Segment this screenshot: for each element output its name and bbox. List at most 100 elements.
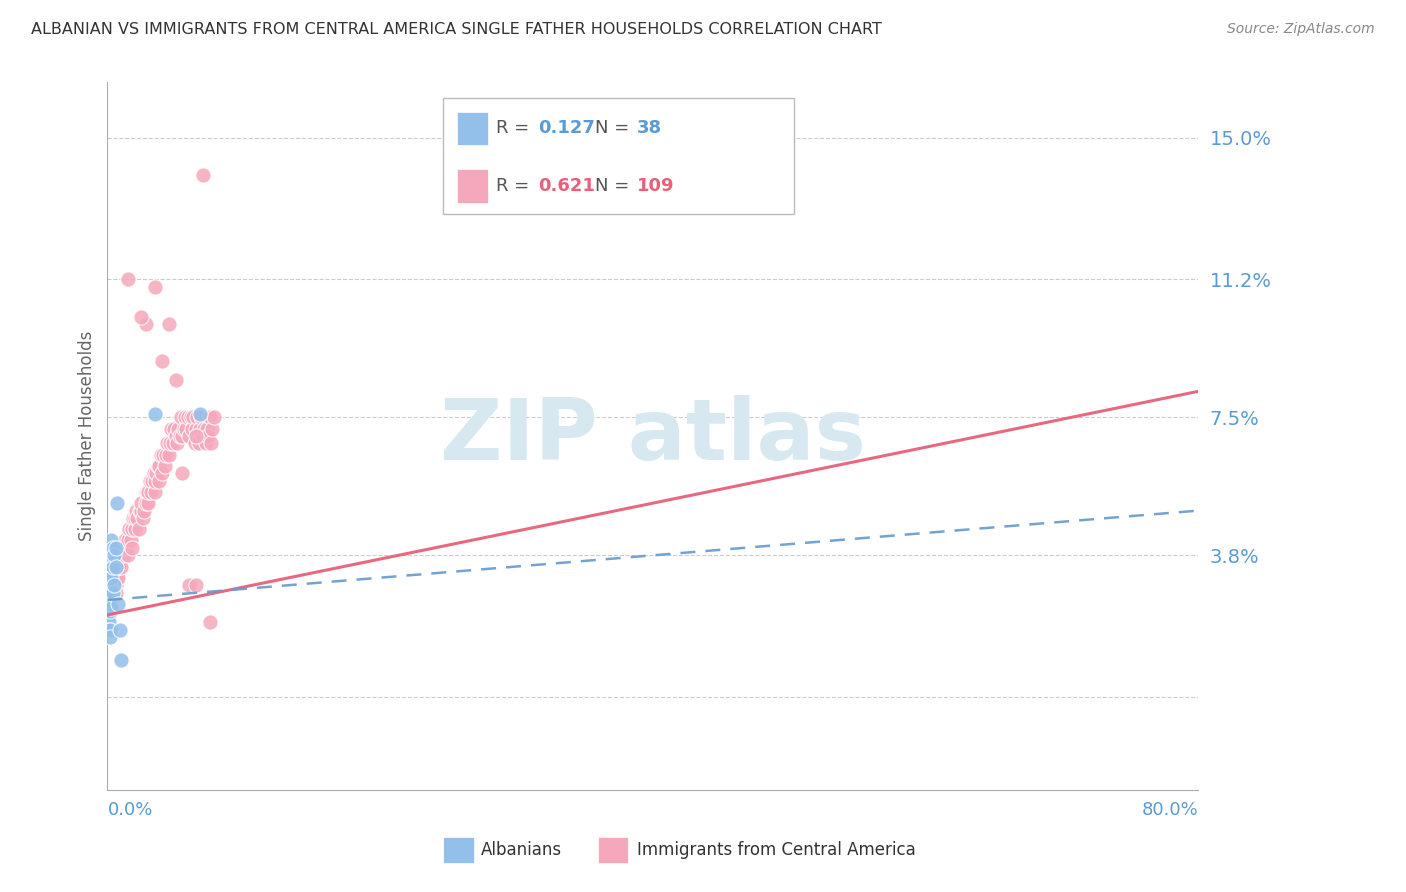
Point bbox=[143, 407, 166, 421]
Point bbox=[139, 485, 162, 500]
Point bbox=[181, 410, 204, 425]
Point bbox=[98, 578, 121, 592]
Point bbox=[145, 467, 167, 481]
Point bbox=[117, 549, 139, 563]
Point bbox=[104, 578, 127, 592]
Point bbox=[155, 448, 177, 462]
Point bbox=[163, 421, 186, 435]
Point bbox=[183, 436, 205, 450]
Point bbox=[124, 511, 146, 525]
Point bbox=[186, 410, 208, 425]
Point bbox=[174, 410, 197, 425]
Point bbox=[100, 600, 122, 615]
Point bbox=[105, 571, 128, 585]
Point bbox=[149, 448, 172, 462]
Point bbox=[131, 310, 153, 324]
Point bbox=[150, 354, 173, 368]
Point bbox=[143, 474, 166, 488]
Point bbox=[118, 522, 141, 536]
Point bbox=[103, 578, 125, 592]
Point bbox=[110, 559, 132, 574]
Point bbox=[103, 571, 125, 585]
Point bbox=[200, 436, 222, 450]
Point bbox=[153, 458, 176, 473]
Text: 109: 109 bbox=[637, 178, 675, 195]
Point bbox=[97, 566, 120, 581]
Point bbox=[98, 571, 121, 585]
Point bbox=[188, 421, 211, 435]
Text: 0.127: 0.127 bbox=[538, 120, 595, 137]
Point bbox=[101, 559, 124, 574]
Point bbox=[122, 511, 145, 525]
Point bbox=[150, 467, 173, 481]
Point bbox=[156, 436, 179, 450]
Point bbox=[107, 571, 129, 585]
Point bbox=[97, 597, 120, 611]
Point bbox=[148, 458, 170, 473]
Point bbox=[110, 541, 132, 555]
Point bbox=[198, 410, 221, 425]
Point bbox=[148, 474, 170, 488]
Point bbox=[101, 571, 124, 585]
Point bbox=[98, 604, 121, 618]
Point bbox=[98, 597, 121, 611]
Point bbox=[117, 533, 139, 548]
Text: 38: 38 bbox=[637, 120, 662, 137]
Point bbox=[98, 559, 121, 574]
Point bbox=[121, 522, 143, 536]
Point bbox=[129, 503, 152, 517]
Point bbox=[100, 533, 122, 548]
Point bbox=[157, 317, 180, 331]
Point bbox=[97, 571, 120, 585]
Point bbox=[172, 429, 194, 443]
Point bbox=[169, 429, 191, 443]
Text: Albanians: Albanians bbox=[481, 841, 562, 859]
Point bbox=[184, 421, 207, 435]
Point bbox=[111, 549, 134, 563]
Point bbox=[166, 436, 188, 450]
Point bbox=[184, 578, 207, 592]
Point bbox=[190, 410, 212, 425]
Point bbox=[104, 585, 127, 599]
Point bbox=[146, 458, 169, 473]
Point bbox=[128, 522, 150, 536]
Point bbox=[177, 410, 200, 425]
Text: 0.621: 0.621 bbox=[538, 178, 595, 195]
Point bbox=[121, 541, 143, 555]
Point bbox=[134, 503, 156, 517]
Point bbox=[167, 421, 190, 435]
Text: R =: R = bbox=[496, 120, 536, 137]
Point bbox=[124, 522, 146, 536]
Point bbox=[100, 585, 122, 599]
Point bbox=[135, 485, 157, 500]
Point bbox=[202, 410, 225, 425]
Text: ZIP atlas: ZIP atlas bbox=[440, 394, 866, 477]
Point bbox=[98, 541, 121, 555]
Point bbox=[187, 436, 209, 450]
Point bbox=[107, 597, 129, 611]
Point bbox=[176, 421, 198, 435]
Point bbox=[98, 585, 121, 599]
Point bbox=[142, 467, 165, 481]
Point bbox=[103, 578, 125, 592]
Point bbox=[136, 496, 159, 510]
Point bbox=[98, 549, 121, 563]
Point bbox=[201, 421, 224, 435]
Point bbox=[100, 541, 122, 555]
Point bbox=[152, 448, 174, 462]
Point bbox=[193, 421, 215, 435]
Point bbox=[115, 541, 138, 555]
Point bbox=[131, 496, 153, 510]
Point bbox=[160, 421, 183, 435]
Point bbox=[97, 585, 120, 599]
Point bbox=[191, 429, 214, 443]
Point bbox=[98, 585, 121, 599]
Text: N =: N = bbox=[595, 178, 634, 195]
Point bbox=[143, 485, 166, 500]
Point bbox=[165, 373, 187, 387]
Point bbox=[117, 272, 139, 286]
Point bbox=[195, 421, 218, 435]
Point bbox=[101, 578, 124, 592]
Point bbox=[141, 474, 163, 488]
Point bbox=[188, 407, 211, 421]
